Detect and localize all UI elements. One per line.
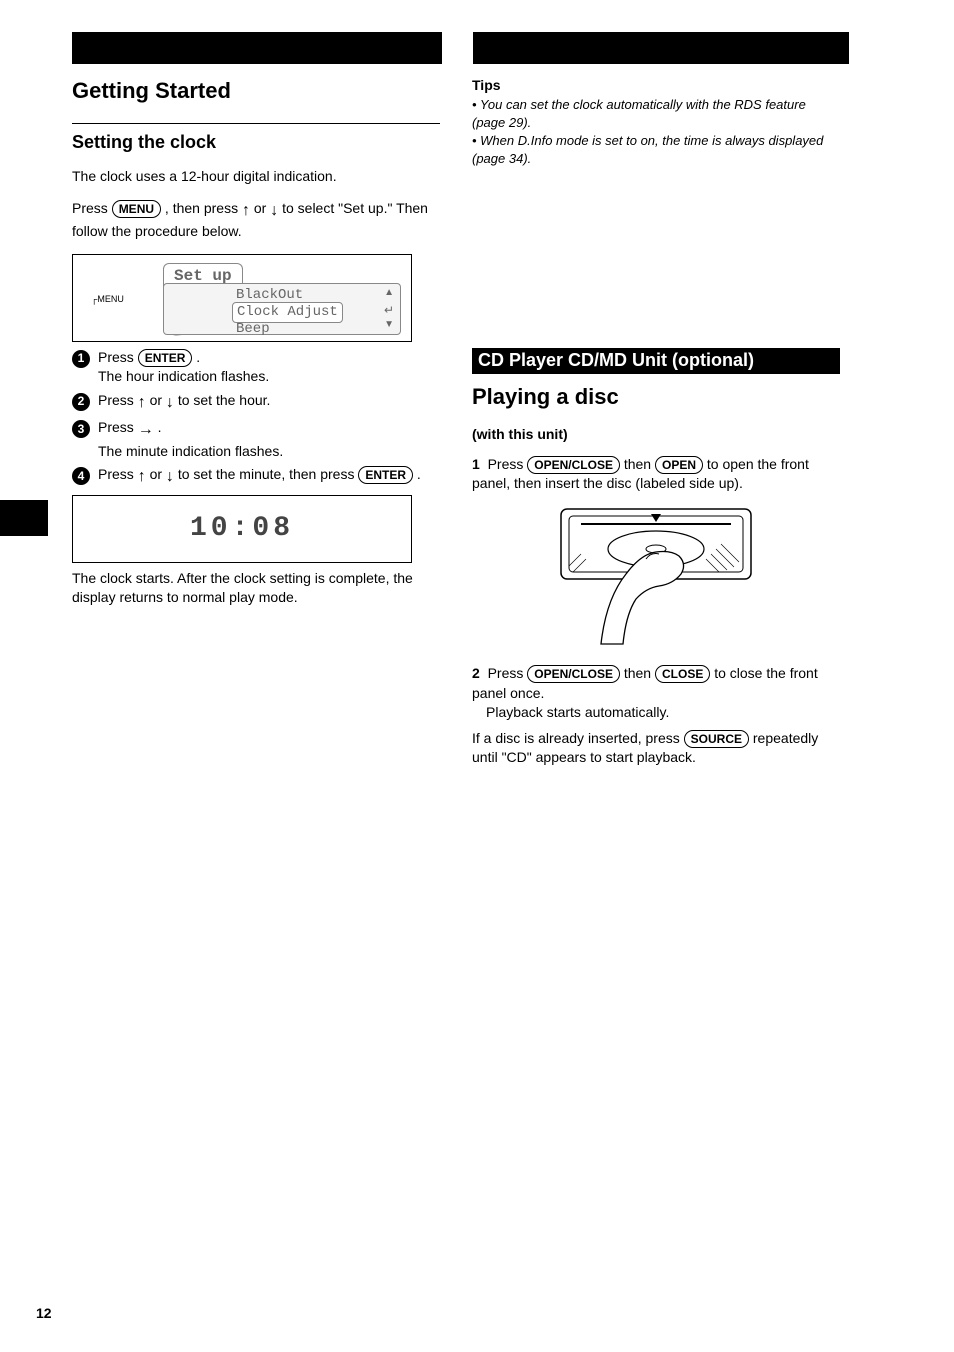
main-heading: Getting Started xyxy=(72,76,440,107)
down-arrow-icon: ↓ xyxy=(166,392,174,414)
down-arrow-icon: ↓ xyxy=(270,200,278,222)
step-2: 2 Press ↑ or ↓ to set the hour. xyxy=(72,391,440,414)
right-step-2: 2 Press OPEN/CLOSE then CLOSE to close t… xyxy=(472,664,840,723)
closing-text: The clock starts. After the clock settin… xyxy=(72,569,440,608)
right-heading: Playing a disc xyxy=(472,382,840,413)
step-number-icon: 4 xyxy=(72,467,90,485)
step-3: 3 Press → . The minute indication flashe… xyxy=(72,418,440,461)
left-column: Getting Started Setting the clock The cl… xyxy=(72,76,440,768)
right-sub: (with this unit) xyxy=(472,425,840,445)
lcd-display-setup: ┌MENU Set up BlackOut Clock Adjust Beep … xyxy=(72,254,412,342)
divider-line xyxy=(72,123,440,124)
text-fragment: Press xyxy=(98,419,138,435)
text-fragment: . xyxy=(417,466,421,482)
step-4: 4 Press ↑ or ↓ to set the minute, then p… xyxy=(72,465,440,488)
source-button-label: SOURCE xyxy=(684,730,749,748)
close-button-label: CLOSE xyxy=(655,665,710,683)
right-step-3: If a disc is already inserted, press SOU… xyxy=(472,729,840,768)
intro-text-1: The clock uses a 12-hour digital indicat… xyxy=(72,167,440,187)
step-number-icon: 2 xyxy=(72,393,90,411)
open-close-button-label: OPEN/CLOSE xyxy=(527,665,620,683)
text-fragment: . xyxy=(158,419,162,435)
text-fragment: If a disc is already inserted, press xyxy=(472,730,684,746)
text-fragment: Press xyxy=(98,466,138,482)
disc-insert-diagram xyxy=(551,504,761,654)
step-number-icon: 1 xyxy=(72,350,90,368)
text-fragment: , then press xyxy=(165,200,242,216)
tips-heading: Tips xyxy=(472,76,840,96)
down-arrow-icon: ↓ xyxy=(166,466,174,488)
enter-button-label: ENTER xyxy=(358,466,413,484)
up-arrow-icon: ↑ xyxy=(138,392,146,414)
text-fragment: Press xyxy=(488,665,528,681)
text-fragment: Press xyxy=(72,200,112,216)
step-3-note: The minute indication flashes. xyxy=(98,443,283,459)
step-1-note: The hour indication flashes. xyxy=(98,368,269,384)
enter-glyph-icon: ↵ xyxy=(384,302,394,319)
right-column: Tips • You can set the clock automatical… xyxy=(472,76,840,768)
text-fragment: to set the hour. xyxy=(178,392,271,408)
page-number: 12 xyxy=(36,1304,52,1324)
up-arrow-icon: ↑ xyxy=(138,466,146,488)
text-fragment: . xyxy=(196,349,200,365)
text-fragment: then xyxy=(624,456,655,472)
text-fragment: Press xyxy=(98,392,138,408)
step-number-icon: 3 xyxy=(72,420,90,438)
scroll-up-icon: ▲ xyxy=(384,286,394,300)
scroll-down-icon: ▼ xyxy=(384,318,394,332)
right-step-1: 1 Press OPEN/CLOSE then OPEN to open the… xyxy=(472,455,840,494)
lcd-menu-panel: BlackOut Clock Adjust Beep ▲ ↵ ▼ xyxy=(163,283,401,335)
lcd-item-beep: Beep xyxy=(236,320,270,340)
step-1: 1 Press ENTER . The hour indication flas… xyxy=(72,348,440,387)
header-bars xyxy=(72,32,882,64)
tip-1: • You can set the clock automatically wi… xyxy=(472,96,840,132)
enter-button-label: ENTER xyxy=(138,349,193,367)
section-bar: CD Player CD/MD Unit (optional) xyxy=(472,348,840,374)
text-fragment: Press xyxy=(488,456,528,472)
menu-button-label: MENU xyxy=(112,200,161,218)
text-fragment: then xyxy=(624,665,655,681)
step-2-note: Playback starts automatically. xyxy=(486,704,669,720)
open-button-label: OPEN xyxy=(655,456,703,474)
open-close-button-label: OPEN/CLOSE xyxy=(527,456,620,474)
tip-2: • When D.Info mode is set to on, the tim… xyxy=(472,132,840,168)
text-fragment: to set the minute, then press xyxy=(178,466,359,482)
intro-text-2: Press MENU , then press ↑ or ↓ to select… xyxy=(72,199,440,242)
left-margin-tab xyxy=(0,500,48,536)
section-title: Setting the clock xyxy=(72,130,440,155)
time-value: 10:08 xyxy=(190,509,294,548)
lcd-menu-label: ┌MENU xyxy=(91,293,124,306)
right-arrow-icon: → xyxy=(138,419,154,441)
lcd-display-time: 10:08 xyxy=(72,495,412,563)
up-arrow-icon: ↑ xyxy=(242,200,250,222)
text-fragment: Press xyxy=(98,349,138,365)
section-bar-text: CD Player CD/MD Unit (optional) xyxy=(472,349,760,371)
